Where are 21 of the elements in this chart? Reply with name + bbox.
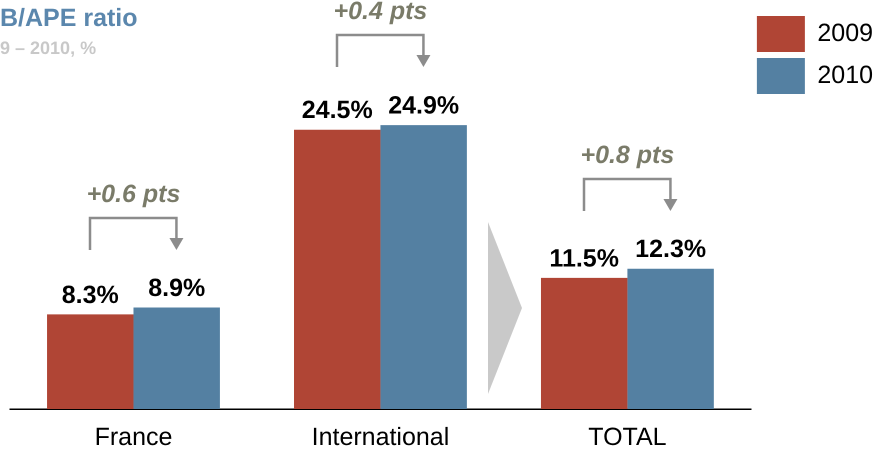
data-label: 11.5% xyxy=(549,244,619,272)
data-label: 24.9% xyxy=(388,92,460,120)
bar xyxy=(540,278,628,409)
bar xyxy=(133,308,220,409)
bar xyxy=(627,268,714,409)
bar xyxy=(380,125,467,409)
text: +0.4 pts xyxy=(332,0,428,26)
x-tick-label: International xyxy=(312,422,450,451)
bar xyxy=(47,314,134,409)
data-label: 8.9% xyxy=(148,274,206,302)
x-tick-label: TOTAL xyxy=(588,422,667,451)
data-label: 12.3% xyxy=(635,235,706,264)
x-tick-label: France xyxy=(94,422,172,451)
data-label: 8.3% xyxy=(62,280,119,309)
legend-label: 2009 xyxy=(817,18,874,47)
data-label: 24.5% xyxy=(302,96,373,124)
annotation: +0.8 pts xyxy=(579,140,676,170)
chart-title: B/APE ratio xyxy=(0,4,138,33)
bar xyxy=(294,130,380,409)
legend-label: 2010 xyxy=(817,60,874,89)
annotation: +0.6 pts xyxy=(86,180,182,209)
